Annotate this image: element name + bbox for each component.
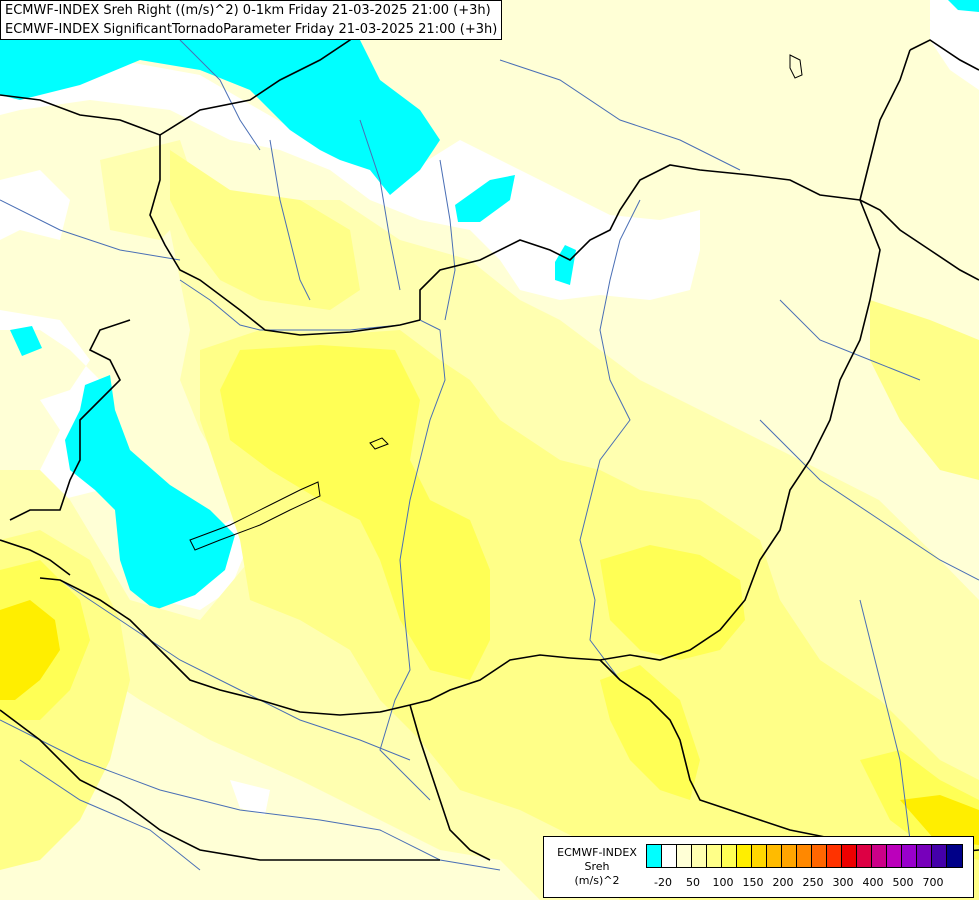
legend-tick-label: 700: [922, 876, 944, 889]
legend-swatch: [812, 845, 827, 867]
border-ua-ro: [859, 199, 979, 281]
river-tisza: [579, 199, 641, 681]
border-north-cz-pl: [0, 94, 421, 336]
legend-tick-label: 200: [772, 876, 794, 889]
border-hu-ro: [569, 199, 881, 661]
lake-velence: [369, 437, 389, 450]
legend-swatch: [767, 845, 782, 867]
field-cyan-northwest: [0, 0, 440, 195]
legend-swatch: [722, 845, 737, 867]
field-gold-layer: [0, 600, 979, 845]
field-white-northwest: [0, 170, 70, 240]
legend-swatch: [662, 845, 677, 867]
color-legend: ECMWF-INDEX Sreh (m/s)^2 -20 50 100 150 200 2…: [543, 836, 974, 898]
legend-swatch: [692, 845, 707, 867]
lake-north: [789, 54, 803, 79]
legend-swatch: [947, 845, 962, 867]
border-slo-hr: [0, 539, 71, 576]
legend-tick-label: 300: [832, 876, 854, 889]
river-olt: [859, 599, 911, 841]
border-at-hu: [9, 319, 131, 521]
river-mures: [759, 419, 979, 581]
field-white-northeast: [930, 0, 979, 90]
field-cyan-blob-a: [455, 175, 515, 222]
legend-title-line2: Sreh: [584, 860, 610, 873]
legend-swatch: [752, 845, 767, 867]
legend-swatch: [902, 845, 917, 867]
border-ro-md: [909, 39, 979, 71]
border-pl-ua: [859, 49, 911, 201]
legend-swatch: [782, 845, 797, 867]
lakes-layer: [189, 54, 803, 551]
legend-swatch: [647, 845, 662, 867]
river-sava: [0, 719, 501, 871]
river-hron: [439, 159, 456, 321]
border-hr-ba: [0, 709, 440, 861]
border-sk-hu: [419, 164, 861, 320]
legend-swatch: [797, 845, 812, 867]
legend-swatch: [842, 845, 857, 867]
river-nw: [0, 199, 181, 261]
legend-swatch: [737, 845, 752, 867]
lake-balaton: [189, 481, 321, 551]
map-title-line1: ECMWF-INDEX Sreh Right ((m/s)^2) 0-1km F…: [5, 3, 491, 18]
legend-swatch: [677, 845, 692, 867]
legend-swatch: [917, 845, 932, 867]
legend-title-line3: (m/s)^2: [574, 874, 620, 887]
field-white-southwest: [230, 780, 270, 815]
river-drava: [59, 579, 411, 761]
field-brightyellow-center: [220, 345, 490, 680]
field-cyan-northeast: [948, 0, 979, 12]
river-somes: [779, 299, 921, 381]
field-cyan-west: [65, 375, 235, 610]
rivers-layer: [0, 39, 979, 871]
legend-tick-label: 150: [742, 876, 764, 889]
river-odra: [179, 39, 261, 151]
field-yellow-northwest: [170, 150, 360, 310]
field-white-north: [0, 55, 700, 300]
legend-swatch: [707, 845, 722, 867]
border-rs-hr: [409, 704, 491, 861]
legend-swatch: [872, 845, 887, 867]
legend-tick-label: 250: [802, 876, 824, 889]
map-title-box: ECMWF-INDEX Sreh Right ((m/s)^2) 0-1km F…: [0, 0, 503, 40]
river-morava: [269, 139, 311, 301]
legend-tick-label: 50: [686, 876, 700, 889]
legend-swatch: [827, 845, 842, 867]
legend-swatch: [932, 845, 947, 867]
field-yellow-east: [870, 300, 979, 480]
field-gold-far-east: [900, 795, 979, 845]
legend-tick-label: 100: [712, 876, 734, 889]
field-brightyellow-southeast: [600, 665, 700, 800]
river-vah: [359, 119, 401, 291]
legend-title-line1: ECMWF-INDEX: [557, 846, 637, 859]
legend-swatches: [646, 844, 963, 868]
border-hu-rs: [409, 654, 571, 706]
field-cyan-blob-c: [10, 326, 42, 356]
field-cyan-layer: [0, 0, 979, 610]
border-hu-hr: [39, 577, 411, 716]
legend-title: ECMWF-INDEX Sreh (m/s)^2: [550, 846, 644, 888]
legend-tick-label: 500: [892, 876, 914, 889]
river-vistula: [499, 59, 741, 171]
legend-swatch: [857, 845, 872, 867]
legend-swatch: [887, 845, 902, 867]
map-title-line2: ECMWF-INDEX SignificantTornadoParameter …: [5, 22, 498, 37]
legend-tick-label: -20: [654, 876, 672, 889]
legend-tick-label: 400: [862, 876, 884, 889]
field-brightyellow-south: [600, 545, 745, 660]
field-gold-west: [0, 600, 60, 700]
river-southwest: [19, 759, 201, 871]
